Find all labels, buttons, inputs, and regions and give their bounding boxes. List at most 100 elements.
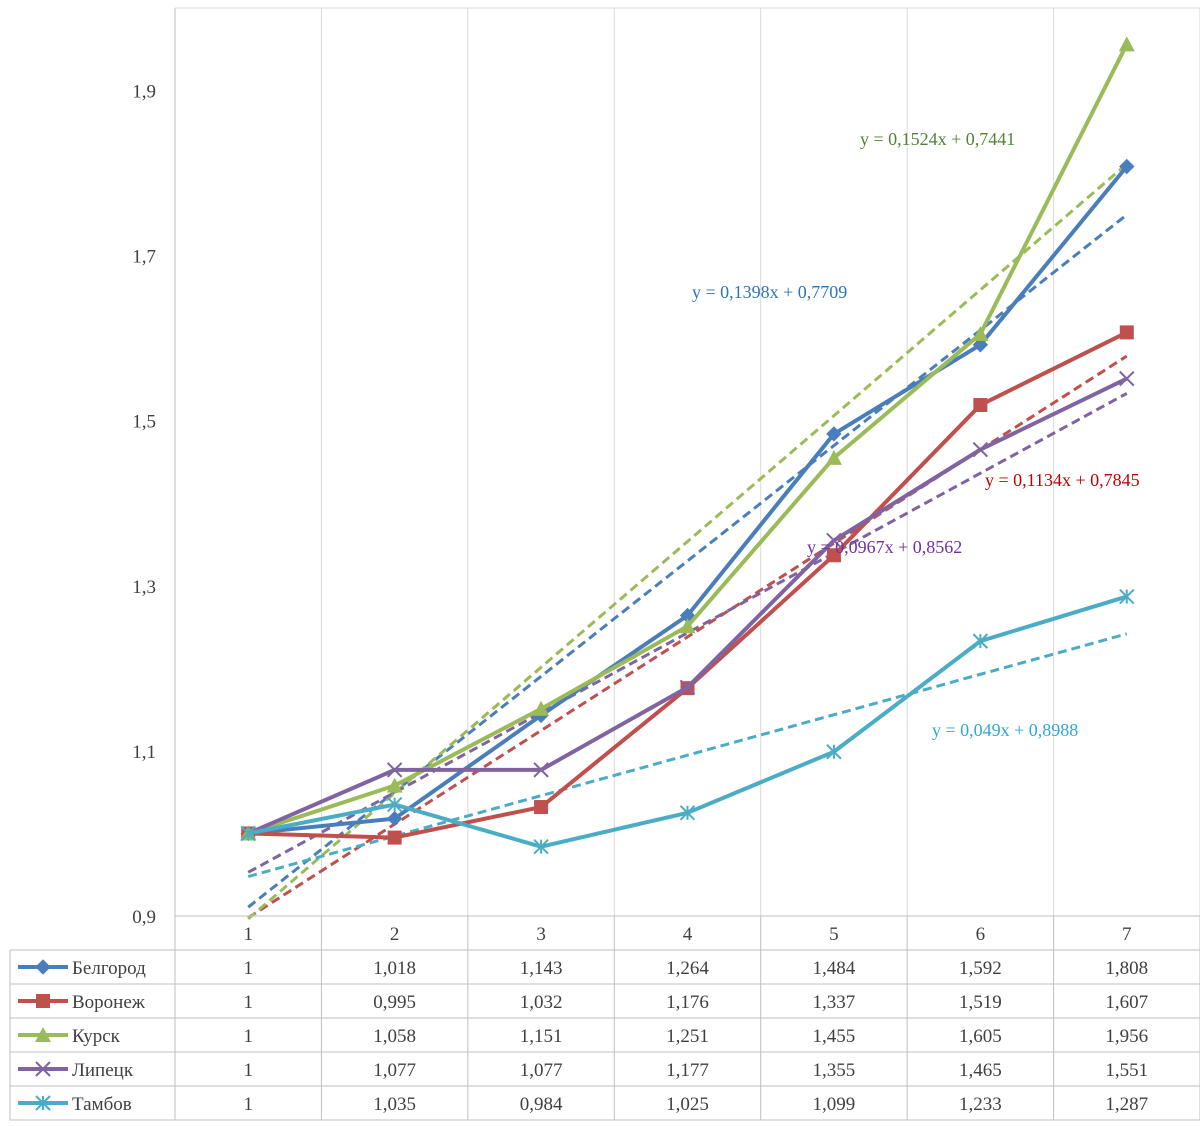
trendline-equation-Воронеж: y = 0,1134x + 0,7845 [985,470,1140,490]
trendline-equation-Курск: y = 0,1524x + 0,7441 [860,129,1015,149]
data-point-Липецк [386,762,403,778]
data-point-Липецк-stroke [972,441,989,458]
table-cell: 1,264 [666,958,709,979]
table-cell: 1,151 [520,1026,563,1047]
table-cell: 0,995 [373,992,416,1013]
legend-key-marker-Липецк-stroke [35,1061,51,1077]
data-series [240,36,1135,855]
table-cell: 1,233 [959,1094,1002,1115]
legend-key-marker-Воронеж [36,994,50,1008]
table-cell: 1,177 [666,1060,709,1081]
gridlines [174,7,1200,916]
data-point-Воронеж [1119,325,1134,340]
trendline-equation-Тамбов: y = 0,049x + 0,8988 [932,720,1078,740]
data-point-Белгород [826,426,842,442]
table-cell: 0,984 [520,1094,563,1115]
trendline-Липецк [247,392,1128,874]
data-point-Воронеж [387,830,402,845]
legend-entry-Воронеж: Воронеж [72,992,146,1013]
trendline-equation-Белгород: y = 0,1398x + 0,7709 [692,282,847,302]
data-point-Курск [533,700,550,716]
y-tick-label: 1,7 [132,247,156,268]
x-tick-label: 5 [829,924,839,945]
table-cell: 1,018 [373,958,416,979]
x-tick-label: 4 [683,924,693,945]
table-cell: 1,592 [959,958,1002,979]
legend-key-marker-Курск [35,1027,51,1042]
table-cell: 1,032 [520,992,563,1013]
table-cell: 1 [243,992,253,1013]
data-point-Курск [679,618,696,634]
legend-entry-Тамбов: Тамбов [72,1094,132,1115]
data-point-Белгород [972,337,989,353]
x-tick-label: 3 [536,924,546,945]
x-tick-label: 7 [1122,924,1132,945]
table-cell: 1,025 [666,1094,709,1115]
data-point-Тамбов [826,744,842,760]
x-tick-label: 2 [390,924,400,945]
data-point-Курск [825,449,842,465]
data-point-Белгород [386,810,403,827]
data-point-Тамбов [679,805,696,821]
table-cell: 1,058 [373,1026,416,1047]
x-tick-label: 6 [976,924,986,945]
table-cell: 1,287 [1105,1094,1148,1115]
trendline-equations: y = 0,1398x + 0,7709 y = 0,1134x + 0,7845… [692,129,1140,740]
data-point-Воронеж [534,800,549,815]
legend-key-marker-Липецк [35,1061,51,1077]
x-tick-label: 1 [243,924,253,945]
trendline-Курск [247,162,1128,921]
legend-entry-Белгород: Белгород [72,958,146,979]
data-point-Тамбов [386,796,403,813]
table-cell: 1,337 [813,992,856,1013]
table-cell: 1,077 [373,1060,416,1081]
table-cell: 1,455 [813,1026,856,1047]
table-cell: 1,808 [1105,958,1148,979]
trendline-Тамбов [247,632,1128,878]
data-point-Липецк [1119,370,1135,387]
data-point-Липецк [826,532,842,549]
data-point-Тамбов [533,838,549,855]
data-point-Липецк-stroke [826,532,842,549]
data-point-Липецк-stroke [1119,370,1135,387]
data-point-Липецк-stroke [386,762,403,778]
data-table: 1 2 3 4 5 6 7 Белгород 1 1,018 1,143 1,264 1,484 1,59… [9,915,1200,1121]
table-cell: 1,176 [666,992,709,1013]
table-cell: 1,605 [959,1026,1002,1047]
y-tick-label: 1,9 [132,82,156,103]
legend-entry-Курск: Курск [72,1026,121,1047]
trendline-Белгород [247,213,1128,909]
y-tick-label: 0,9 [132,907,156,928]
table-cell: 1,077 [520,1060,563,1081]
y-tick-label: 1,1 [132,742,156,763]
y-tick-label: 1,5 [132,412,156,433]
data-point-Воронеж [973,398,988,413]
trendline-equation-Липецк: y = 0,0967x + 0,8562 [807,537,962,557]
table-cell: 1,035 [373,1094,416,1115]
data-point-Курск [1118,36,1135,52]
legend-key-marker-Тамбов [35,1095,51,1111]
table-cell: 1,099 [813,1094,856,1115]
table-cell: 1,519 [959,992,1002,1013]
table-cell: 1,551 [1105,1060,1148,1081]
data-point-Липецк [533,762,549,778]
series-line-Липецк [247,376,1128,836]
data-point-Курск [386,777,403,793]
data-point-Тамбов [240,825,256,842]
series-line-Воронеж [248,330,1128,840]
data-point-Тамбов [1119,588,1135,605]
legend-entry-Липецк: Липецк [72,1060,134,1081]
table-cell: 1,143 [520,958,563,979]
table-cell: 1,465 [959,1060,1002,1081]
table-cell: 1,355 [813,1060,856,1081]
legend-key-marker-Белгород [35,959,51,975]
y-axis: 0,9 1,1 1,3 1,5 1,7 1,9 [132,82,156,928]
data-point-Тамбов [972,633,989,649]
y-tick-label: 1,3 [132,577,156,598]
table-cell: 1 [243,1094,253,1115]
data-point-Липецк [972,441,989,458]
table-cell: 1,251 [666,1026,709,1047]
data-point-Липецк-stroke [533,762,549,778]
table-cell: 1 [243,958,253,979]
